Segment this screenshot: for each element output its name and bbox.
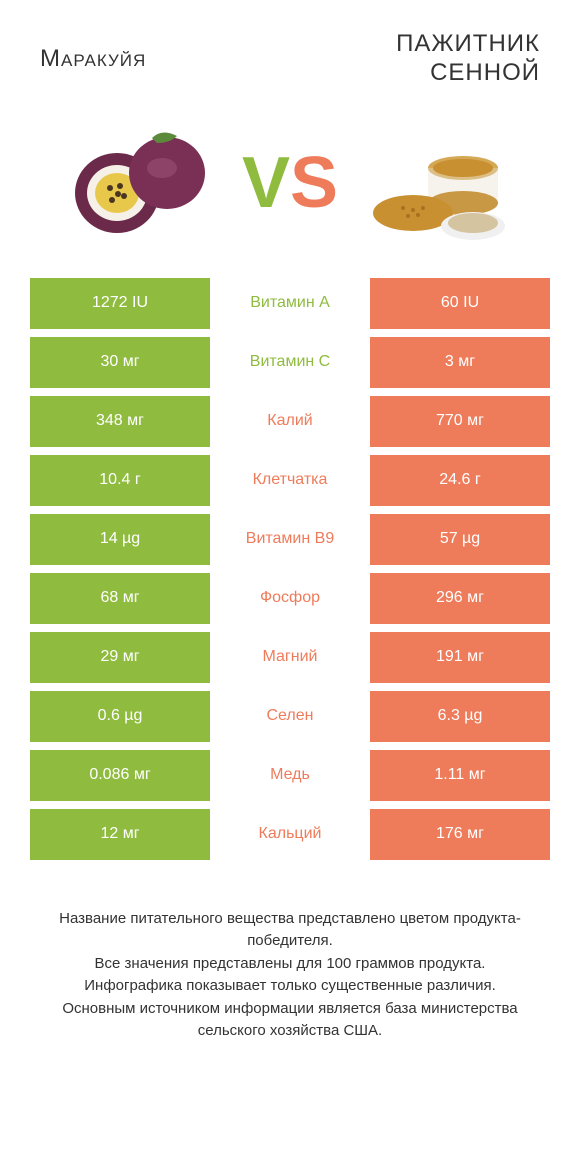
value-left: 30 мг	[30, 337, 210, 388]
nutrient-label: Клетчатка	[210, 455, 370, 506]
table-row: 12 мгКальций176 мг	[30, 809, 550, 860]
footer-line: Название питательного вещества представл…	[30, 908, 550, 953]
value-left: 348 мг	[30, 396, 210, 447]
value-right: 770 мг	[370, 396, 550, 447]
value-right: 57 µg	[370, 514, 550, 565]
value-left: 29 мг	[30, 632, 210, 683]
nutrient-label: Кальций	[210, 809, 370, 860]
value-left: 14 µg	[30, 514, 210, 565]
table-row: 29 мгМагний191 мг	[30, 632, 550, 683]
value-right: 6.3 µg	[370, 691, 550, 742]
nutrient-label: Магний	[210, 632, 370, 683]
table-row: 30 мгВитамин C3 мг	[30, 337, 550, 388]
value-left: 12 мг	[30, 809, 210, 860]
nutrient-label: Медь	[210, 750, 370, 801]
value-right: 296 мг	[370, 573, 550, 624]
value-right: 3 мг	[370, 337, 550, 388]
hero-row: VS	[0, 98, 580, 278]
footer-line: Основным источником информации является …	[30, 998, 550, 1043]
table-row: 1272 IUВитамин A60 IU	[30, 278, 550, 329]
value-left: 0.086 мг	[30, 750, 210, 801]
food-image-left	[62, 118, 222, 248]
table-row: 10.4 гКлетчатка24.6 г	[30, 455, 550, 506]
table-row: 0.086 мгМедь1.11 мг	[30, 750, 550, 801]
value-right: 24.6 г	[370, 455, 550, 506]
table-row: 14 µgВитамин B957 µg	[30, 514, 550, 565]
title-left: Mаракуйя	[40, 45, 290, 73]
value-left: 0.6 µg	[30, 691, 210, 742]
header: Mаракуйя ПАЖИТНИК СЕННОЙ	[0, 0, 580, 98]
value-left: 1272 IU	[30, 278, 210, 329]
comparison-table: 1272 IUВитамин A60 IU30 мгВитамин C3 мг3…	[0, 278, 580, 860]
nutrient-label: Селен	[210, 691, 370, 742]
vs-label: VS	[242, 142, 338, 224]
value-right: 191 мг	[370, 632, 550, 683]
nutrient-label: Фосфор	[210, 573, 370, 624]
title-right: ПАЖИТНИК СЕННОЙ	[290, 30, 540, 88]
nutrient-label: Витамин B9	[210, 514, 370, 565]
footer-notes: Название питательного вещества представл…	[0, 868, 580, 1063]
table-row: 68 мгФосфор296 мг	[30, 573, 550, 624]
table-row: 0.6 µgСелен6.3 µg	[30, 691, 550, 742]
food-image-right	[358, 118, 518, 248]
footer-line: Все значения представлены для 100 граммо…	[30, 953, 550, 976]
footer-line: Инфографика показывает только существенн…	[30, 975, 550, 998]
nutrient-label: Витамин A	[210, 278, 370, 329]
nutrient-label: Калий	[210, 396, 370, 447]
value-left: 68 мг	[30, 573, 210, 624]
value-right: 1.11 мг	[370, 750, 550, 801]
nutrient-label: Витамин C	[210, 337, 370, 388]
value-left: 10.4 г	[30, 455, 210, 506]
table-row: 348 мгКалий770 мг	[30, 396, 550, 447]
value-right: 176 мг	[370, 809, 550, 860]
value-right: 60 IU	[370, 278, 550, 329]
